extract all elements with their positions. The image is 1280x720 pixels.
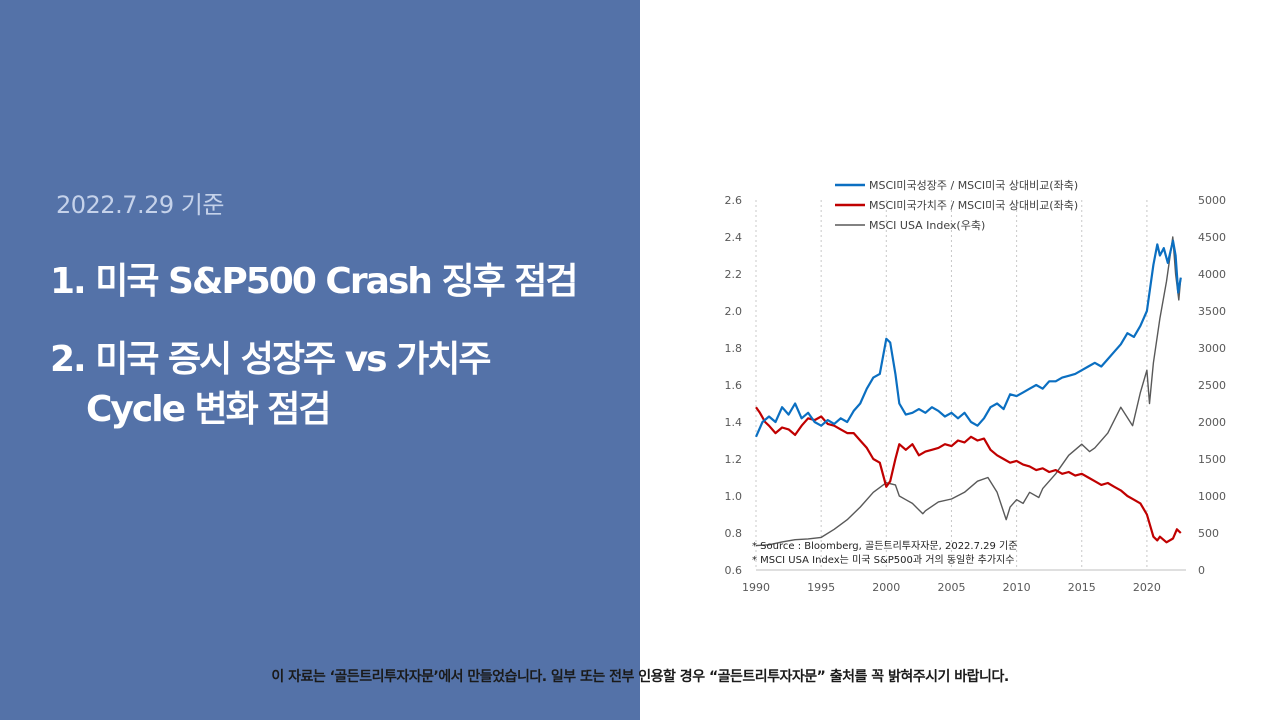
title-item-2: 2. 미국 증시 성장주 vs 가치주 [50, 339, 491, 380]
value-series-line [755, 406, 1182, 544]
legend-entry-value: MSCI미국가치주 / MSCI미국 상대비교(좌축) [835, 199, 1078, 212]
y-right-tick-label: 3000 [1198, 342, 1226, 355]
legend-entry-growth: MSCI미국성장주 / MSCI미국 상대비교(좌축) [835, 179, 1078, 192]
x-tick-label: 1995 [807, 581, 835, 594]
x-tick-label: 2005 [937, 581, 965, 594]
y-left-tick-label: 0.6 [725, 564, 743, 577]
growth-series-line [754, 239, 1182, 438]
y-right-tick-label: 4000 [1198, 268, 1226, 281]
y-left-tick-label: 2.2 [725, 268, 743, 281]
y-left-tick-label: 2.0 [725, 305, 743, 318]
y-right-tick-label: 2000 [1198, 416, 1226, 429]
legend-label-index: MSCI USA Index(우축) [869, 219, 985, 232]
legend-entry-index: MSCI USA Index(우축) [835, 219, 985, 232]
y-right-tick-label: 5000 [1198, 194, 1226, 207]
legend-label-value: MSCI미국가치주 / MSCI미국 상대비교(좌축) [869, 199, 1078, 212]
title-item-1: 1. 미국 S&P500 Crash 징후 점검 [50, 261, 578, 302]
y-left-tick-label: 1.6 [725, 379, 743, 392]
y-right-tick-label: 3500 [1198, 305, 1226, 318]
title-panel: 2022.7.29 기준 1. 미국 S&P500 Crash 징후 점검 2.… [0, 0, 640, 720]
y-right-tick-label: 1000 [1198, 490, 1226, 503]
title-item-2-continued: Cycle 변화 점검 [86, 389, 332, 430]
y-right-tick-label: 4500 [1198, 231, 1226, 244]
y-left-tick-label: 2.4 [725, 231, 743, 244]
x-tick-label: 1990 [742, 581, 770, 594]
chart-axes: 1990 1995 2000 2005 2010 2015 2020 2.6 2.4 2.2 2.0… [725, 194, 1227, 594]
chart-legend: MSCI미국성장주 / MSCI미국 상대비교(좌축) MSCI미국가치주 / … [835, 179, 1078, 232]
chart-notes: * Source : Bloomberg, 골든트리투자자문, 2022.7.2… [752, 540, 1017, 566]
y-right-tick-label: 1500 [1198, 453, 1226, 466]
x-tick-label: 2015 [1068, 581, 1096, 594]
index-note: * MSCI USA Index는 미국 S&P500과 거의 동일한 추가지수 [752, 554, 1014, 566]
source-note: * Source : Bloomberg, 골든트리투자자문, 2022.7.2… [752, 540, 1017, 552]
disclaimer-text: 이 자료는 ‘골든트리투자자문’에서 만들었습니다. 일부 또는 전부 인용할 … [271, 669, 1009, 685]
y-left-tick-label: 1.0 [725, 490, 743, 503]
x-tick-label: 2000 [872, 581, 900, 594]
y-left-tick-label: 0.8 [725, 527, 743, 540]
y-right-tick-label: 500 [1198, 527, 1219, 540]
y-left-tick-label: 1.8 [725, 342, 743, 355]
vertical-gridlines [755, 200, 1148, 570]
legend-label-growth: MSCI미국성장주 / MSCI미국 상대비교(좌축) [869, 179, 1078, 192]
y-left-tick-label: 1.2 [725, 453, 743, 466]
relative-performance-chart: 1990 1995 2000 2005 2010 2015 2020 2.6 2.4 2.2 2.0… [725, 179, 1227, 594]
y-left-tick-label: 1.4 [725, 416, 743, 429]
y-right-tick-label: 2500 [1198, 379, 1226, 392]
index-series-line [755, 236, 1182, 547]
y-left-tick-label: 2.6 [725, 194, 743, 207]
chart-series [754, 236, 1182, 547]
x-tick-label: 2020 [1133, 581, 1161, 594]
date-label: 2022.7.29 기준 [56, 191, 224, 219]
x-tick-label: 2010 [1003, 581, 1031, 594]
y-right-tick-label: 0 [1198, 564, 1205, 577]
